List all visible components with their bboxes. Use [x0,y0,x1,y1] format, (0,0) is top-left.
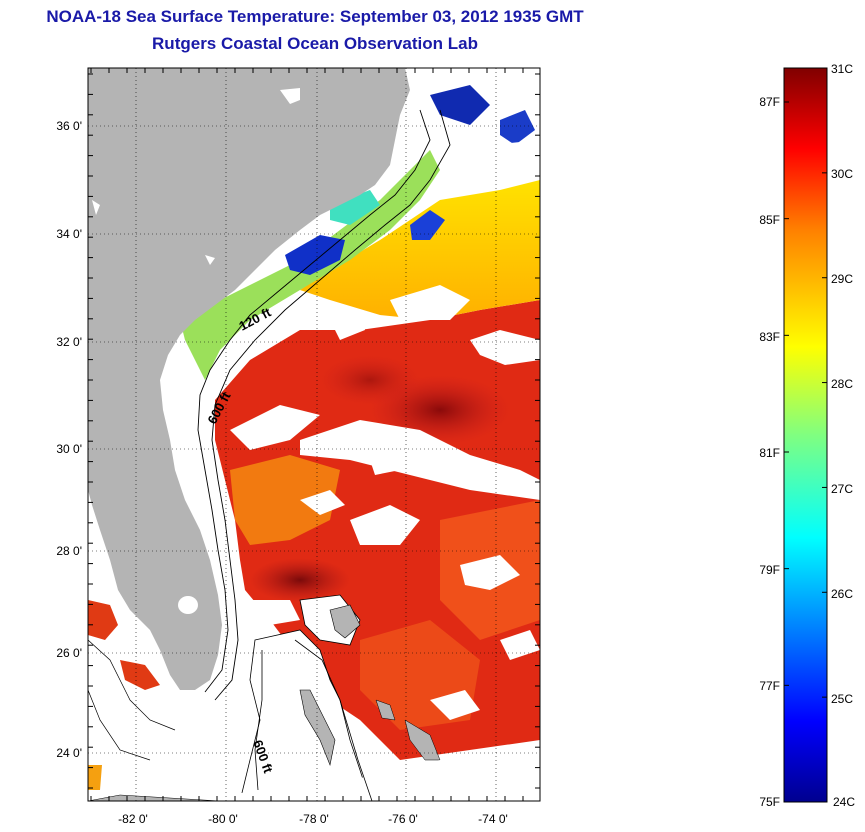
land-mass-us [88,68,410,690]
sst-hot-spot [320,355,420,405]
inland-water [280,88,300,104]
lon-tick-label: -74 0' [478,812,508,826]
lat-tick-label: 34 0' [56,227,82,241]
lake-okeechobee [178,596,198,614]
inland-water [205,255,215,265]
lat-tick-label: 26 0' [56,646,82,660]
bahamas-island [329,604,361,639]
cuba-coast-warm [88,760,440,801]
gulf-warm-patch [88,600,118,640]
lat-tick-label: 32 0' [56,335,82,349]
graticule [88,68,540,801]
sst-orange-region [230,455,340,545]
map-frame [87,67,541,802]
sst-cold-patch [500,110,535,145]
contour-bahamas [254,639,373,801]
gulf-warm-patch [88,765,102,790]
sst-cold-patch [430,85,490,125]
lat-tick-label: 28 0' [56,544,82,558]
bahamas-island [375,699,396,721]
lat-tick-label: 30 0' [56,442,82,456]
bahamas-island [404,719,441,761]
lat-tick-label: 36 0' [56,119,82,133]
contour-120ft [197,109,431,693]
contour-600ft [211,109,451,701]
lat-tick-label: 24 0' [56,746,82,760]
inland-water [92,200,100,215]
bahamas-island [299,689,336,767]
gulf-warm-patch [120,660,160,690]
contour-gulf [88,639,176,761]
sst-hot-spot [250,558,350,602]
map-subtitle: Rutgers Coastal Ocean Observation Lab [152,34,478,53]
lon-tick-label: -78 0' [299,812,329,826]
axis-ticks [88,68,540,801]
lon-tick-label: -76 0' [388,812,418,826]
sst-cold-patch [285,235,345,275]
lon-tick-label: -82 0' [118,812,148,826]
sst-cyan-patch [330,190,380,225]
lon-tick-label: -80 0' [208,812,238,826]
map-title: NOAA-18 Sea Surface Temperature: Septemb… [46,7,584,26]
sst-cold-patch [410,210,445,240]
sst-north-region [300,180,540,320]
